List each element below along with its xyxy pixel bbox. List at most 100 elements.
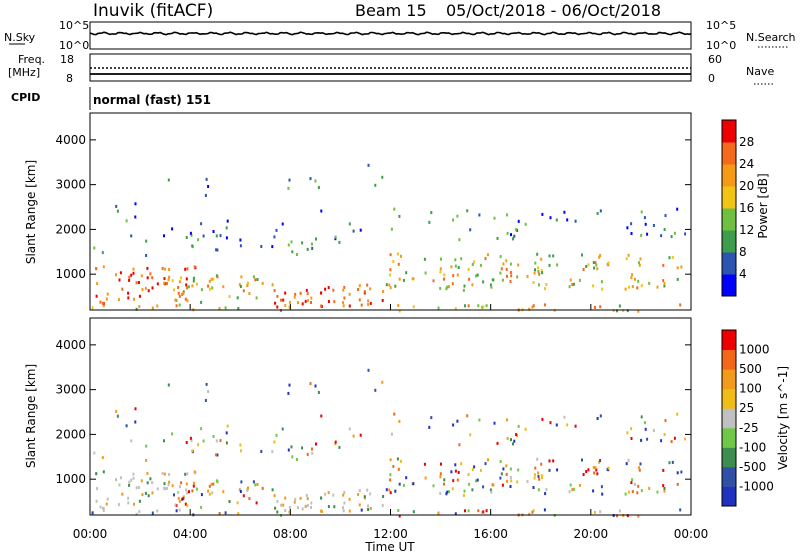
velocity-cell xyxy=(437,511,440,515)
power-cell xyxy=(585,265,588,268)
power-cell xyxy=(634,277,636,281)
velocity-cell xyxy=(212,435,215,438)
power-cell xyxy=(236,296,239,300)
velocity-cell xyxy=(618,509,621,513)
velocity-cell xyxy=(578,483,581,487)
velocity-cell xyxy=(456,419,459,423)
velocity-cell xyxy=(239,443,242,447)
power-cell xyxy=(389,268,392,272)
power-cell xyxy=(540,257,543,261)
power-cell xyxy=(192,279,195,283)
power-cell xyxy=(182,292,185,296)
power-cbar-label: Power [dB] xyxy=(756,173,770,238)
power-cell xyxy=(163,277,166,281)
velocity-cell xyxy=(476,478,479,482)
colorbar-tick-label: 16 xyxy=(739,201,754,215)
velocity-cell xyxy=(456,478,459,482)
power-cell xyxy=(676,277,679,281)
power-cell xyxy=(679,303,682,307)
velocity-cell xyxy=(246,489,249,492)
velocity-cell xyxy=(128,480,131,484)
power-cell xyxy=(247,281,249,285)
power-cell xyxy=(537,266,540,270)
power-cell xyxy=(334,235,337,239)
colorbar-swatch xyxy=(722,164,736,187)
velocity-cell xyxy=(219,439,222,443)
velocity-cell xyxy=(290,445,293,449)
ytick-label: 4000 xyxy=(55,133,86,147)
velocity-cell xyxy=(163,486,166,490)
velocity-cell xyxy=(174,503,177,507)
power-cell xyxy=(135,281,138,285)
velocity-cell xyxy=(517,424,520,428)
power-cell xyxy=(320,291,323,295)
velocity-cell xyxy=(452,423,455,427)
velocity-cell xyxy=(432,484,435,488)
power-cell xyxy=(281,222,284,226)
power-cell xyxy=(186,286,189,290)
power-cell xyxy=(482,280,485,284)
colorbar-tick-label: 12 xyxy=(739,223,754,237)
velocity-cell xyxy=(191,489,194,493)
velocity-cell xyxy=(141,493,144,497)
power-cell xyxy=(311,246,314,250)
velocity-cell xyxy=(310,506,312,509)
power-cell xyxy=(400,254,402,258)
power-cell xyxy=(432,279,435,283)
velocity-cell xyxy=(205,382,208,386)
power-cell xyxy=(369,287,372,291)
station-title: Inuvik (fitACF) xyxy=(93,1,213,21)
velocity-cell xyxy=(394,489,397,493)
power-cell xyxy=(671,255,674,259)
velocity-cell xyxy=(634,482,636,486)
velocity-cell xyxy=(510,438,512,442)
velocity-cell xyxy=(652,429,655,432)
power-cell xyxy=(310,301,312,304)
velocity-cell xyxy=(637,514,640,518)
power-cell xyxy=(382,290,385,293)
colorbar-tick-label: 28 xyxy=(739,135,754,149)
power-cell xyxy=(296,253,298,256)
power-cell xyxy=(601,287,604,291)
power-cell xyxy=(670,235,673,239)
ytick-label: 1000 xyxy=(55,472,86,486)
power-cell xyxy=(144,286,147,290)
power-cell xyxy=(284,291,287,295)
velocity-cell xyxy=(137,486,140,489)
power-cell xyxy=(177,291,180,295)
power-cell xyxy=(228,295,231,298)
power-cell xyxy=(595,263,598,267)
freq-unit: [MHz] xyxy=(8,66,40,79)
velocity-cell xyxy=(147,494,150,498)
velocity-cell xyxy=(592,489,595,493)
velocity-cell xyxy=(271,488,274,492)
velocity-cell xyxy=(342,493,345,497)
power-cell xyxy=(216,275,219,279)
velocity-cell xyxy=(200,505,203,509)
power-cell xyxy=(545,283,548,286)
velocity-cell xyxy=(327,505,330,508)
xtick-label: 04:00 xyxy=(173,527,208,541)
velocity-cell xyxy=(132,472,135,476)
power-cell xyxy=(167,178,170,182)
velocity-colorbar: 1000 500 100 25 -25 -100 -500 -1000 xyxy=(721,329,774,507)
velocity-cell xyxy=(367,504,370,508)
velocity-cell xyxy=(178,499,181,503)
colorbar-swatch xyxy=(722,486,736,507)
power-cell xyxy=(280,298,283,302)
velocity-cell xyxy=(367,508,370,511)
power-cell xyxy=(156,304,159,308)
power-cell xyxy=(532,281,535,284)
velocity-cell xyxy=(673,436,676,440)
power-cell xyxy=(388,283,391,287)
velocity-cell xyxy=(517,468,520,472)
velocity-cell xyxy=(660,439,663,443)
power-cell xyxy=(439,267,442,271)
velocity-cell xyxy=(541,476,544,480)
velocity-cell xyxy=(210,482,213,486)
velocity-cell xyxy=(211,491,214,495)
power-cell xyxy=(151,306,154,310)
power-cell xyxy=(467,304,470,308)
power-cell xyxy=(91,306,94,310)
